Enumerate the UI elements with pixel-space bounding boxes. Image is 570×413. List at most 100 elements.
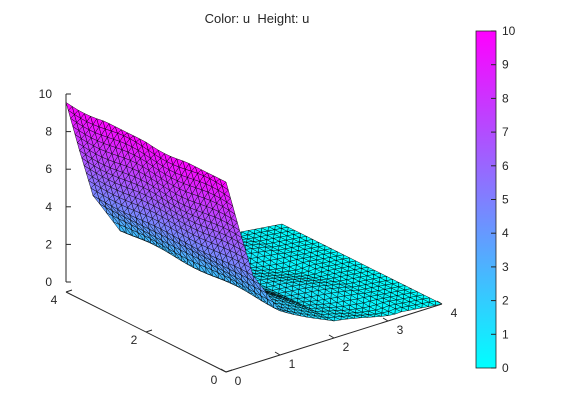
surface-facet [221, 239, 229, 249]
surface-facet [284, 251, 292, 257]
surface-facet [176, 158, 184, 168]
surface-facet [141, 145, 149, 155]
surface-facet [253, 280, 261, 291]
surface-facet [376, 297, 384, 303]
surface-facet [149, 238, 158, 247]
surface-facet [208, 214, 216, 223]
surface-facet [138, 171, 146, 181]
surface-facet [168, 248, 176, 258]
surface-facet [86, 172, 93, 181]
surface-facet [370, 294, 378, 300]
surface-facet [271, 291, 279, 296]
surface-facet [112, 215, 120, 225]
surface-facet [139, 212, 147, 221]
surface-facet [322, 261, 330, 267]
surface-facet [410, 291, 418, 297]
surface-facet [390, 290, 398, 296]
colorbar-tick-label: 9 [502, 58, 509, 72]
surface-facet [318, 245, 326, 251]
surface-facet [385, 283, 393, 289]
surface-facet [125, 226, 133, 237]
surface-facet [142, 225, 150, 235]
surface-facet [125, 143, 133, 153]
surface-facet [92, 124, 100, 133]
surface-facet [245, 248, 253, 254]
surface-facet [326, 281, 334, 286]
surface-facet [113, 221, 121, 232]
surface-facet [182, 160, 190, 170]
surface-facet [109, 145, 117, 155]
surface-facet [260, 278, 268, 284]
surface-facet [104, 183, 112, 192]
surface-facet [168, 220, 175, 229]
surface-facet [225, 255, 233, 264]
surface-facet [153, 186, 160, 195]
surface-facet [94, 132, 102, 142]
surface-facet [290, 298, 298, 303]
surface-facet [293, 281, 301, 286]
surface-facet [327, 316, 335, 322]
surface-facet [198, 217, 206, 226]
surface-facet [152, 166, 160, 175]
surface-facet [87, 142, 94, 151]
surface-facet [172, 164, 180, 174]
surface-facet [201, 244, 208, 253]
surface-facet [287, 276, 295, 280]
surface-facet [223, 270, 231, 279]
surface-facet [179, 209, 187, 217]
surface-facet [112, 175, 119, 184]
surface-facet [355, 311, 363, 316]
surface-facet [308, 309, 316, 314]
surface-facet [226, 222, 234, 231]
surface-facet [188, 219, 196, 228]
surface-facet [177, 180, 184, 190]
surface-facet [336, 254, 344, 260]
surface-facet [395, 302, 403, 308]
surface-facet [311, 242, 320, 248]
surface-facet [273, 236, 281, 242]
surface-facet [267, 229, 275, 235]
surface-facet [100, 187, 108, 196]
surface-facet [391, 282, 400, 288]
surface-facet [117, 213, 126, 223]
surface-facet [133, 135, 141, 143]
surface-facet [273, 280, 281, 285]
surface-facet [89, 169, 97, 178]
surface-facet [347, 315, 356, 319]
surface-facet [278, 248, 286, 254]
surface-facet [71, 106, 79, 115]
surface-facet [96, 191, 104, 200]
surface-facet [97, 161, 105, 170]
surface-facet [154, 225, 162, 236]
surface-facet [297, 297, 305, 303]
surface-facet [207, 191, 215, 201]
surface-facet [234, 271, 243, 281]
surface-facet [369, 299, 378, 306]
surface-facet [131, 146, 139, 156]
surface-facet [144, 174, 152, 184]
surface-facet [279, 239, 287, 245]
surface-facet [264, 291, 272, 294]
surface-facet [248, 228, 256, 234]
surface-facet [230, 218, 238, 227]
y-tick-label: 4 [51, 293, 58, 307]
surface-facet [187, 177, 194, 186]
surface-facet [183, 183, 190, 192]
surface-facet [111, 205, 119, 215]
surface-facet [88, 129, 96, 139]
surface-facet [136, 222, 144, 232]
surface-facet [225, 234, 232, 244]
surface-facet [328, 310, 337, 315]
surface-facet [117, 209, 125, 218]
surface-facet [167, 243, 176, 253]
surface-facet [321, 313, 329, 319]
surface-facet [256, 266, 264, 271]
surface-facet [197, 253, 206, 263]
surface-facet [96, 172, 103, 181]
surface-facet [197, 173, 204, 182]
surface-facet [271, 249, 279, 255]
surface-facet [312, 282, 320, 287]
surface-facet [356, 302, 364, 309]
surface-facet [403, 292, 411, 298]
surface-facet [281, 274, 289, 278]
